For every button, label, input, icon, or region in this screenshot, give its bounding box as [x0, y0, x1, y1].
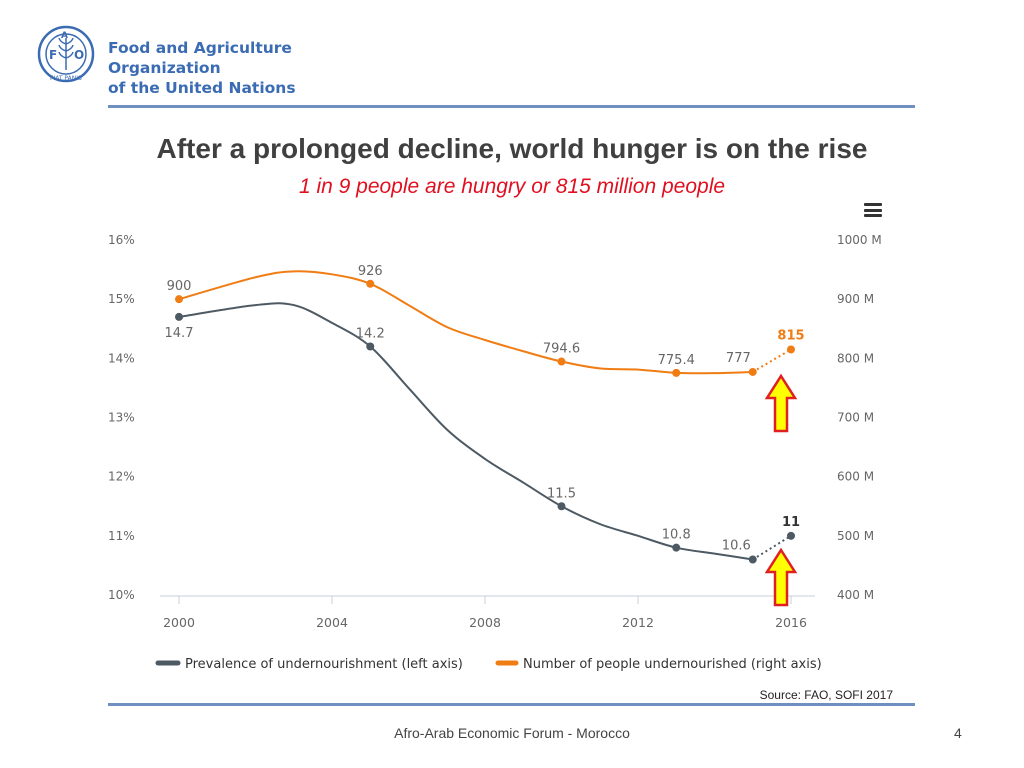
y-right-tick-label: 700 M	[837, 411, 874, 425]
x-tick-label: 2004	[316, 615, 348, 630]
series-point-0	[787, 531, 795, 540]
data-label: 777	[726, 351, 751, 366]
chart-menu-icon[interactable]	[864, 203, 882, 217]
bottom-divider	[108, 703, 915, 706]
y-right-tick-label: 900 M	[837, 292, 874, 306]
slide-subtitle: 1 in 9 people are hungry or 815 million …	[298, 175, 726, 198]
series-point-1	[748, 367, 757, 376]
projection-label: 815	[777, 328, 804, 343]
logo-letter-f: F	[49, 48, 57, 62]
org-name-line1: Food and Agriculture Organization	[108, 39, 292, 77]
logo-motto: FIAT PANIS	[50, 75, 82, 82]
x-tick-label: 2008	[469, 615, 501, 630]
prevalence-rise-arrow-icon	[764, 547, 798, 607]
series-point-0	[175, 312, 183, 321]
x-tick-label: 2000	[163, 615, 195, 630]
data-label: 775.4	[658, 353, 695, 368]
data-label: 794.6	[543, 342, 580, 357]
fao-logo: F A O FIAT PANIS Food and Agriculture Or…	[36, 24, 366, 97]
legend-label-people: Number of people undernourished (right a…	[523, 657, 822, 672]
y-right-tick-label: 600 M	[837, 470, 874, 484]
data-label: 10.6	[722, 539, 751, 554]
data-label: 14.2	[356, 327, 385, 342]
y-left-tick-label: 13%	[108, 411, 135, 425]
logo-letter-o: O	[74, 48, 84, 62]
legend-label-prevalence: Prevalence of undernourishment (left axi…	[185, 657, 463, 672]
x-tick-label: 2012	[622, 615, 654, 630]
series-point-1	[787, 345, 795, 354]
y-right-tick-label: 1000 M	[837, 233, 882, 247]
series-point-0	[748, 555, 757, 564]
series-point-0	[557, 502, 566, 511]
series-point-0	[366, 342, 375, 351]
series-line-1	[178, 270, 753, 375]
org-name-line2: of the United Nations	[108, 79, 296, 97]
series-point-0	[672, 543, 681, 552]
y-left-tick-label: 11%	[108, 529, 135, 543]
projection-label: 11	[782, 515, 800, 530]
source-note: Source: FAO, SOFI 2017	[759, 688, 893, 702]
data-label: 926	[358, 264, 383, 279]
y-left-tick-label: 10%	[108, 588, 135, 602]
org-name: Food and Agriculture Organization of the…	[108, 38, 366, 98]
footer-text: Afro-Arab Economic Forum - Morocco	[394, 725, 630, 741]
slide-title: After a prolonged decline, world hunger …	[156, 133, 868, 164]
page-number: 4	[954, 725, 962, 741]
y-right-tick-label: 800 M	[837, 351, 874, 365]
x-tick-label: 2016	[775, 615, 807, 630]
data-label: 10.8	[662, 528, 691, 543]
series-point-1	[557, 357, 566, 366]
series-line-0	[178, 302, 753, 561]
series-point-1	[175, 295, 183, 304]
y-left-tick-label: 12%	[108, 470, 135, 484]
data-label: 11.5	[547, 486, 576, 501]
logo-letter-a: A	[61, 31, 68, 41]
data-label: 900	[167, 279, 192, 294]
y-right-tick-label: 400 M	[837, 588, 874, 602]
series-point-1	[366, 279, 375, 288]
top-divider	[108, 105, 915, 108]
series-point-1	[672, 368, 681, 377]
y-left-tick-label: 16%	[108, 233, 135, 247]
y-left-tick-label: 14%	[108, 351, 135, 365]
y-right-tick-label: 500 M	[837, 529, 874, 543]
y-left-tick-label: 15%	[108, 292, 135, 306]
series-projection-1	[752, 348, 792, 373]
people-rise-arrow-icon	[764, 373, 798, 433]
fao-emblem-icon: F A O FIAT PANIS	[37, 25, 95, 83]
data-label: 14.7	[165, 326, 194, 341]
